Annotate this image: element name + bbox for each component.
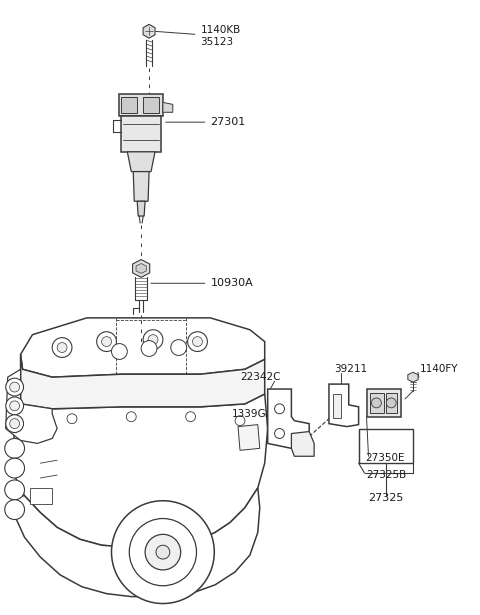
- Circle shape: [372, 398, 381, 408]
- Bar: [386, 393, 397, 413]
- Circle shape: [52, 338, 72, 357]
- Circle shape: [171, 339, 187, 355]
- Circle shape: [5, 438, 24, 458]
- Text: 39211: 39211: [334, 364, 367, 375]
- Polygon shape: [12, 394, 268, 547]
- Circle shape: [6, 378, 24, 396]
- Circle shape: [126, 412, 136, 422]
- Polygon shape: [6, 369, 57, 443]
- Polygon shape: [133, 172, 149, 201]
- Circle shape: [5, 458, 24, 478]
- Text: 1140FY: 1140FY: [420, 364, 458, 375]
- Bar: [143, 97, 159, 113]
- Polygon shape: [21, 318, 264, 377]
- Circle shape: [96, 331, 117, 352]
- Polygon shape: [238, 424, 260, 450]
- Circle shape: [57, 343, 67, 352]
- Text: 22342C: 22342C: [240, 372, 280, 382]
- Circle shape: [275, 404, 285, 414]
- Circle shape: [148, 335, 158, 344]
- Polygon shape: [408, 372, 418, 382]
- Text: 27301: 27301: [166, 117, 246, 127]
- Bar: [333, 394, 341, 418]
- Circle shape: [6, 415, 24, 432]
- Polygon shape: [132, 260, 150, 277]
- Polygon shape: [143, 25, 155, 38]
- Text: 27325B: 27325B: [367, 470, 407, 480]
- Bar: [359, 429, 413, 463]
- Circle shape: [129, 518, 196, 585]
- Polygon shape: [163, 103, 173, 113]
- Circle shape: [10, 419, 20, 429]
- Circle shape: [5, 480, 24, 500]
- Text: 27325: 27325: [369, 493, 404, 503]
- Polygon shape: [21, 354, 264, 409]
- Circle shape: [275, 429, 285, 438]
- Circle shape: [145, 534, 180, 570]
- Text: 27350E: 27350E: [366, 453, 405, 463]
- Text: 1140KB
35123: 1140KB 35123: [156, 25, 240, 47]
- Polygon shape: [127, 152, 155, 172]
- Circle shape: [111, 501, 214, 603]
- Polygon shape: [121, 116, 161, 152]
- Bar: [121, 97, 137, 113]
- Circle shape: [5, 500, 24, 520]
- Polygon shape: [268, 389, 309, 448]
- Circle shape: [102, 336, 111, 346]
- Text: 1339GA: 1339GA: [232, 409, 274, 419]
- Circle shape: [156, 546, 170, 559]
- Polygon shape: [137, 201, 145, 216]
- Polygon shape: [12, 488, 260, 597]
- Circle shape: [143, 330, 163, 349]
- Polygon shape: [136, 263, 146, 274]
- Circle shape: [6, 397, 24, 415]
- Circle shape: [141, 341, 157, 357]
- Circle shape: [111, 344, 127, 359]
- Circle shape: [10, 401, 20, 411]
- Circle shape: [67, 414, 77, 424]
- Polygon shape: [291, 432, 314, 456]
- Circle shape: [188, 331, 207, 352]
- Polygon shape: [120, 95, 163, 116]
- Circle shape: [10, 382, 20, 392]
- Circle shape: [192, 336, 203, 346]
- Text: 10930A: 10930A: [151, 278, 253, 288]
- Polygon shape: [329, 384, 359, 427]
- Bar: [30, 488, 52, 504]
- Bar: [371, 393, 384, 413]
- Circle shape: [186, 412, 195, 422]
- Circle shape: [386, 398, 396, 408]
- Circle shape: [235, 416, 245, 426]
- Bar: [367, 389, 401, 417]
